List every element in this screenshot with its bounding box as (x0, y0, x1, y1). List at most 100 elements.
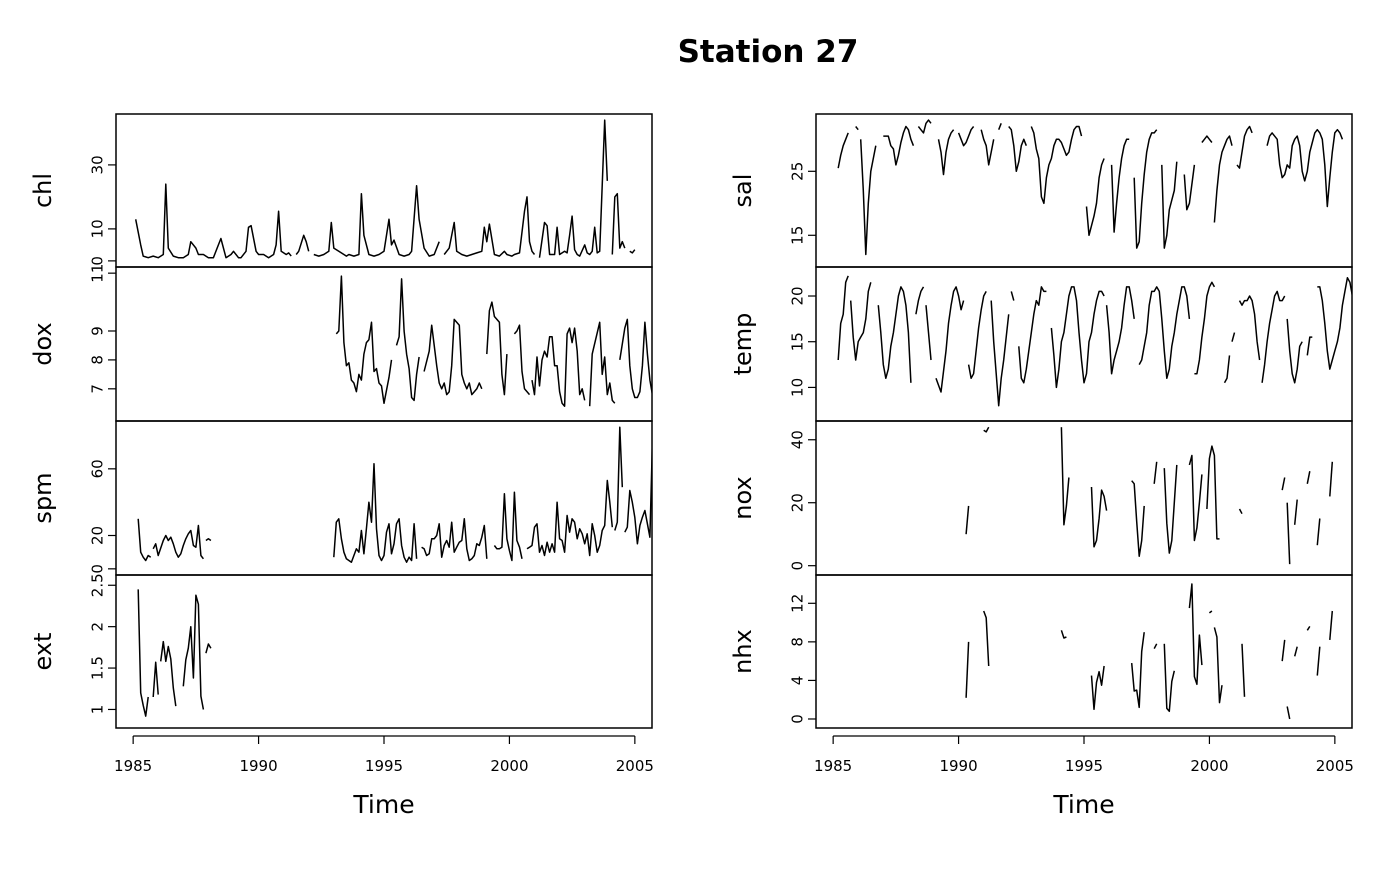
ytick-label-temp-15: 15 (789, 332, 807, 351)
xtick-label-2000: 2000 (1190, 757, 1228, 775)
panel-nhx: 0 4 8 12 nhx (729, 574, 1353, 729)
series-nox-segment-14 (1306, 471, 1311, 484)
series-nhx-segment-7 (1163, 643, 1176, 713)
ylabel-nox: nox (729, 476, 757, 519)
series-sal-segment-10 (1008, 126, 1027, 173)
series-nhx-segment-6 (1153, 643, 1158, 649)
ytick-label-nox-40: 40 (789, 430, 807, 449)
ytick-label-temp-20: 20 (789, 286, 807, 305)
series-temp-segment-3 (877, 286, 912, 383)
ytick-label-nhx-8: 8 (789, 637, 807, 647)
series-nox-segment-9 (1206, 445, 1220, 540)
ytick-label-sal-15: 15 (789, 226, 807, 245)
series-sal-segment-8 (980, 129, 995, 166)
series-temp-segment-1 (837, 275, 849, 361)
series-sal-segment-9 (998, 123, 1002, 130)
series-sal-segment-16 (1183, 164, 1196, 211)
series-dox-segment-5 (513, 324, 531, 396)
series-sal-segment-19 (1236, 125, 1253, 169)
series-chl-segment-1 (134, 183, 292, 259)
series-sal-segment-2 (855, 126, 859, 131)
series-temp-segment-8 (990, 300, 1010, 407)
series-nox-segment-12 (1286, 502, 1291, 565)
ylabel-spm: spm (29, 472, 57, 523)
xlabel: Time (352, 790, 414, 819)
xtick-label-1990: 1990 (239, 757, 277, 775)
xtick-label-2005: 2005 (616, 757, 654, 775)
series-dox-segment-7 (588, 321, 616, 407)
panel-dox: 7 8 9 11 dox (29, 264, 653, 422)
ytick-label-dox-7: 7 (89, 384, 107, 394)
series-spm-segment-9 (624, 441, 652, 545)
series-temp-segment-21 (1306, 336, 1313, 356)
ytick-label-chl-0: 0 (89, 256, 107, 266)
series-spm-segment-2 (152, 524, 204, 560)
x-axis-column-1: 1985 1990 1995 2000 2005 Time (114, 735, 654, 819)
series-ext-segment-1 (137, 589, 149, 717)
series-nhx-segment-5 (1130, 632, 1145, 709)
x-axis-column-2: 1985 1990 1995 2000 2005 Time (814, 735, 1354, 819)
series-temp-segment-6 (935, 286, 965, 393)
series-sal-segment-11 (1030, 125, 1083, 205)
series-temp-segment-5 (925, 305, 932, 361)
series-spm-segment-5 (421, 518, 488, 562)
series-nhx-segment-9 (1208, 610, 1213, 614)
ylabel-ext: ext (29, 633, 57, 671)
series-chl-segment-6 (611, 192, 626, 255)
series-nox-segment-16 (1329, 461, 1334, 497)
series-nhx-segment-2 (982, 610, 990, 667)
series-sal-segment-6 (937, 129, 955, 176)
series-sal-segment-21 (1266, 128, 1344, 208)
series-nox-segment-1 (965, 505, 970, 535)
series-nox-segment-15 (1316, 518, 1321, 546)
series-nox-segment-7 (1163, 464, 1178, 554)
ytick-label-dox-8: 8 (89, 355, 107, 365)
ytick-label-nhx-4: 4 (789, 676, 807, 686)
ytick-label-spm-60: 60 (89, 459, 107, 478)
series-temp-segment-19 (1261, 290, 1286, 383)
panel-ext: 1 1.5 2 2.5 ext (29, 573, 653, 729)
panel-frame-ext (115, 574, 653, 729)
ytick-label-chl-10: 10 (89, 219, 107, 238)
panel-frame-nox (815, 420, 1353, 576)
panel-frame-sal (815, 113, 1353, 268)
ytick-label-dox-11: 11 (89, 264, 107, 283)
series-nhx-segment-11 (1241, 643, 1246, 697)
xtick-label-1985: 1985 (114, 757, 152, 775)
series-temp-segment-20 (1286, 318, 1303, 384)
panel-frame-temp (815, 266, 1353, 422)
series-nox-segment-4 (1090, 486, 1108, 548)
series-chl-segment-3 (313, 184, 440, 257)
series-temp-segment-4 (915, 286, 925, 315)
series-sal-segment-4 (883, 125, 915, 166)
ytick-label-spm-20: 20 (89, 526, 107, 545)
series-nox-segment-13 (1293, 499, 1298, 525)
series-nhx-segment-13 (1286, 706, 1291, 720)
series-nhx-segment-3 (1060, 630, 1067, 639)
panel-temp: 10 15 20 temp (729, 266, 1353, 422)
ytick-label-nhx-0: 0 (789, 714, 807, 724)
xtick-label-1995: 1995 (365, 757, 403, 775)
series-temp-segment-22 (1317, 276, 1352, 370)
series-sal-segment-12 (1085, 158, 1105, 237)
series-sal-segment-17 (1201, 135, 1213, 143)
series-spm-segment-7 (526, 479, 614, 557)
series-sal-segment-3 (859, 139, 877, 256)
series-spm-segment-8 (614, 426, 624, 531)
series-temp-segment-10 (1018, 286, 1047, 384)
series-temp-segment-11 (1050, 286, 1105, 389)
series-temp-segment-12 (1105, 286, 1135, 375)
series-sal-segment-7 (957, 126, 975, 147)
series-nhx-segment-12 (1281, 639, 1286, 662)
series-temp-segment-13 (1138, 286, 1191, 380)
ylabel-nhx: nhx (729, 629, 757, 674)
ytick-label-ext-1.5: 1.5 (89, 656, 107, 680)
panel-sal: 15 25 sal (729, 113, 1353, 268)
series-nhx-segment-15 (1306, 625, 1311, 631)
series-temp-segment-17 (1231, 332, 1236, 342)
ytick-label-ext-2.5: 2.5 (89, 573, 107, 597)
series-ext-segment-4 (182, 594, 205, 710)
series-temp-segment-14 (1194, 281, 1216, 375)
